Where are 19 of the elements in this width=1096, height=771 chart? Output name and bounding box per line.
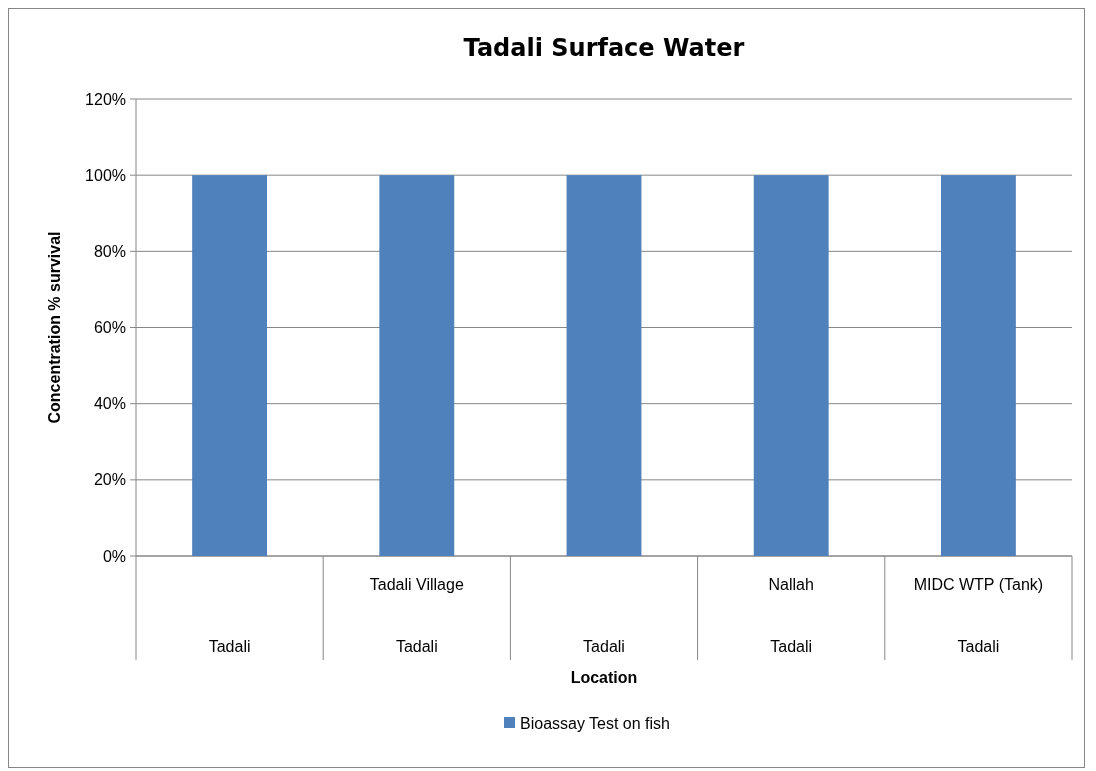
y-tick-label: 80% [93, 242, 126, 260]
x-tick-label: Nallah [768, 576, 814, 593]
text: Tadali [957, 638, 1000, 655]
y-tick-label: 60% [93, 319, 126, 337]
text: Tadali [770, 638, 813, 655]
y-tick-label: 40% [93, 395, 126, 413]
y-axis-title: Concentration % survival [46, 231, 63, 424]
y-tick-label: 100% [85, 166, 126, 184]
text: Tadali [395, 638, 438, 655]
y-tick-label: 0% [102, 547, 126, 565]
x-axis-title: Location [570, 669, 638, 686]
x-tick-label: Tadali Village [369, 576, 464, 593]
text: Tadali [583, 638, 625, 655]
text: Tadali [208, 638, 251, 655]
legend-label: Bioassay Test on fish [520, 714, 671, 732]
y-tick-label: 20% [93, 471, 126, 489]
chart-title: Tadali Surface Water [463, 34, 745, 62]
x-tick-label: MIDC WTP (Tank) [913, 576, 1044, 593]
y-tick-label: 120% [85, 90, 126, 108]
